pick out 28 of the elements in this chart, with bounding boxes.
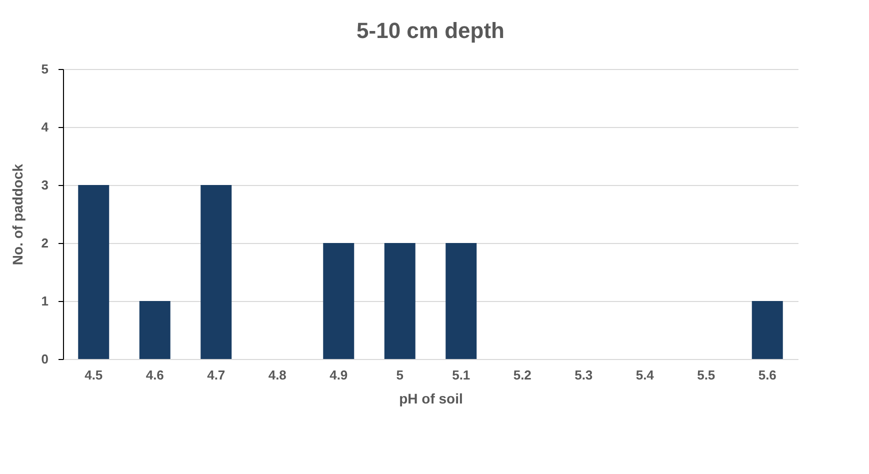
- x-tick-label: 4.9: [330, 368, 348, 382]
- bar: [752, 301, 783, 359]
- bar: [446, 243, 477, 359]
- bar: [384, 243, 416, 359]
- x-tick-label: 5.6: [758, 368, 776, 382]
- x-tick-label: 4.7: [207, 368, 226, 382]
- bar: [200, 185, 232, 359]
- x-axis-title: pH of soil: [399, 390, 463, 406]
- bar: [323, 243, 354, 359]
- x-tick-label: 4.5: [84, 368, 103, 382]
- x-tick-label: 4.6: [146, 368, 164, 382]
- y-tick-label: 0: [41, 352, 48, 366]
- y-tick-label: 1: [41, 294, 48, 308]
- y-tick-label: 2: [41, 236, 48, 250]
- y-tick-label: 4: [41, 120, 50, 134]
- x-tick-label: 5.5: [697, 368, 716, 382]
- x-tick-label: 5.1: [452, 368, 470, 382]
- x-tick-label: 5.3: [574, 368, 593, 382]
- x-tick-label: 5: [396, 368, 404, 382]
- y-axis-title: No. of paddock: [9, 164, 26, 266]
- x-tick-label: 5.4: [636, 368, 655, 382]
- bar: [139, 301, 170, 359]
- chart-title: 5-10 cm depth: [356, 18, 504, 43]
- bar: [78, 185, 110, 359]
- y-tick-label: 5: [41, 62, 48, 76]
- x-tick-label: 4.8: [268, 368, 286, 382]
- x-tick-label: 5.2: [513, 368, 532, 382]
- y-tick-label: 3: [41, 178, 48, 192]
